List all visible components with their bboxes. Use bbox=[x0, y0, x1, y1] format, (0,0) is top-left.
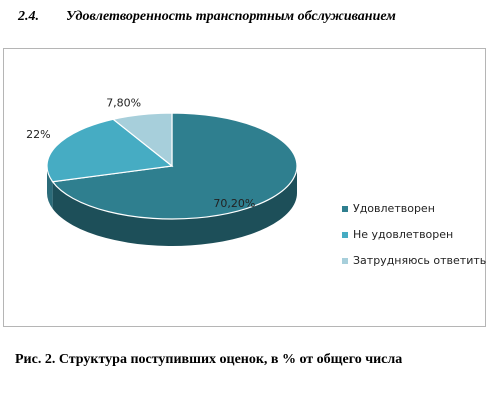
pie-slice bbox=[51, 112, 298, 220]
section-number: 2.4. bbox=[18, 9, 39, 24]
figure-caption: Рис. 2. Структура поступивших оценок, в … bbox=[15, 352, 403, 367]
slice-data-label: 22% bbox=[26, 128, 50, 141]
pie-side-walls bbox=[47, 166, 297, 246]
slice-data-label: 70,20% bbox=[213, 197, 255, 210]
legend-label: Затрудняюсь ответить bbox=[353, 254, 487, 267]
pie-chart: 70,20% 22% 7,80% bbox=[26, 97, 298, 246]
legend-label: Удовлетворен bbox=[353, 202, 435, 215]
legend-label: Не удовлетворен bbox=[353, 228, 454, 241]
legend-swatch bbox=[342, 231, 348, 238]
pie-slice bbox=[111, 112, 173, 168]
legend-item: Удовлетворен bbox=[342, 202, 486, 215]
section-heading: 2.4. Удовлетворенность транспортным обслу… bbox=[18, 9, 396, 25]
pie-slice-side bbox=[47, 166, 53, 209]
legend-swatch bbox=[342, 205, 348, 212]
chart-area: 70,20% 22% 7,80% Удовлетворен Не удовлетвор… bbox=[3, 48, 486, 327]
legend-item: Затрудняюсь ответить bbox=[342, 254, 486, 267]
section-title: Удовлетворенность транспортным обслужива… bbox=[66, 9, 396, 24]
chart-legend: Удовлетворен Не удовлетворен Затрудняюсь о… bbox=[342, 202, 486, 280]
pie-slice-side bbox=[52, 166, 297, 246]
legend-swatch bbox=[342, 257, 348, 264]
legend-item: Не удовлетворен bbox=[342, 228, 486, 241]
pie-slice bbox=[46, 118, 174, 183]
slice-data-label: 7,80% bbox=[106, 97, 141, 110]
